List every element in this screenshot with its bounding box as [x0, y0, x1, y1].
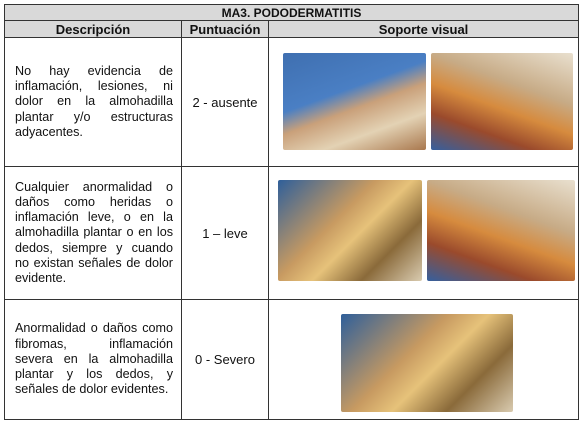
visual-support [267, 166, 580, 300]
visual-support [267, 299, 580, 420]
column-header: Puntuación [181, 20, 269, 38]
photo [278, 180, 422, 281]
column-header: Soporte visual [267, 20, 580, 38]
score: 0 - Severo [181, 299, 269, 420]
description: Cualquier anormalidad o daños como herid… [4, 166, 182, 300]
description: No hay evidencia de inflamación, lesione… [4, 37, 182, 167]
score: 2 - ausente [181, 37, 269, 167]
column-header: Descripción [4, 20, 182, 38]
photo [431, 53, 573, 150]
scoring-table: MA3. PODODERMATITIS Descripción Puntuaci… [3, 4, 580, 420]
photo [341, 314, 513, 412]
score: 1 – leve [181, 166, 269, 300]
visual-support [267, 37, 580, 167]
photo [427, 180, 575, 281]
table-title: MA3. PODODERMATITIS [3, 4, 580, 21]
photo [283, 53, 426, 150]
description: Anormalidad o daños como fibromas, infla… [4, 299, 182, 420]
